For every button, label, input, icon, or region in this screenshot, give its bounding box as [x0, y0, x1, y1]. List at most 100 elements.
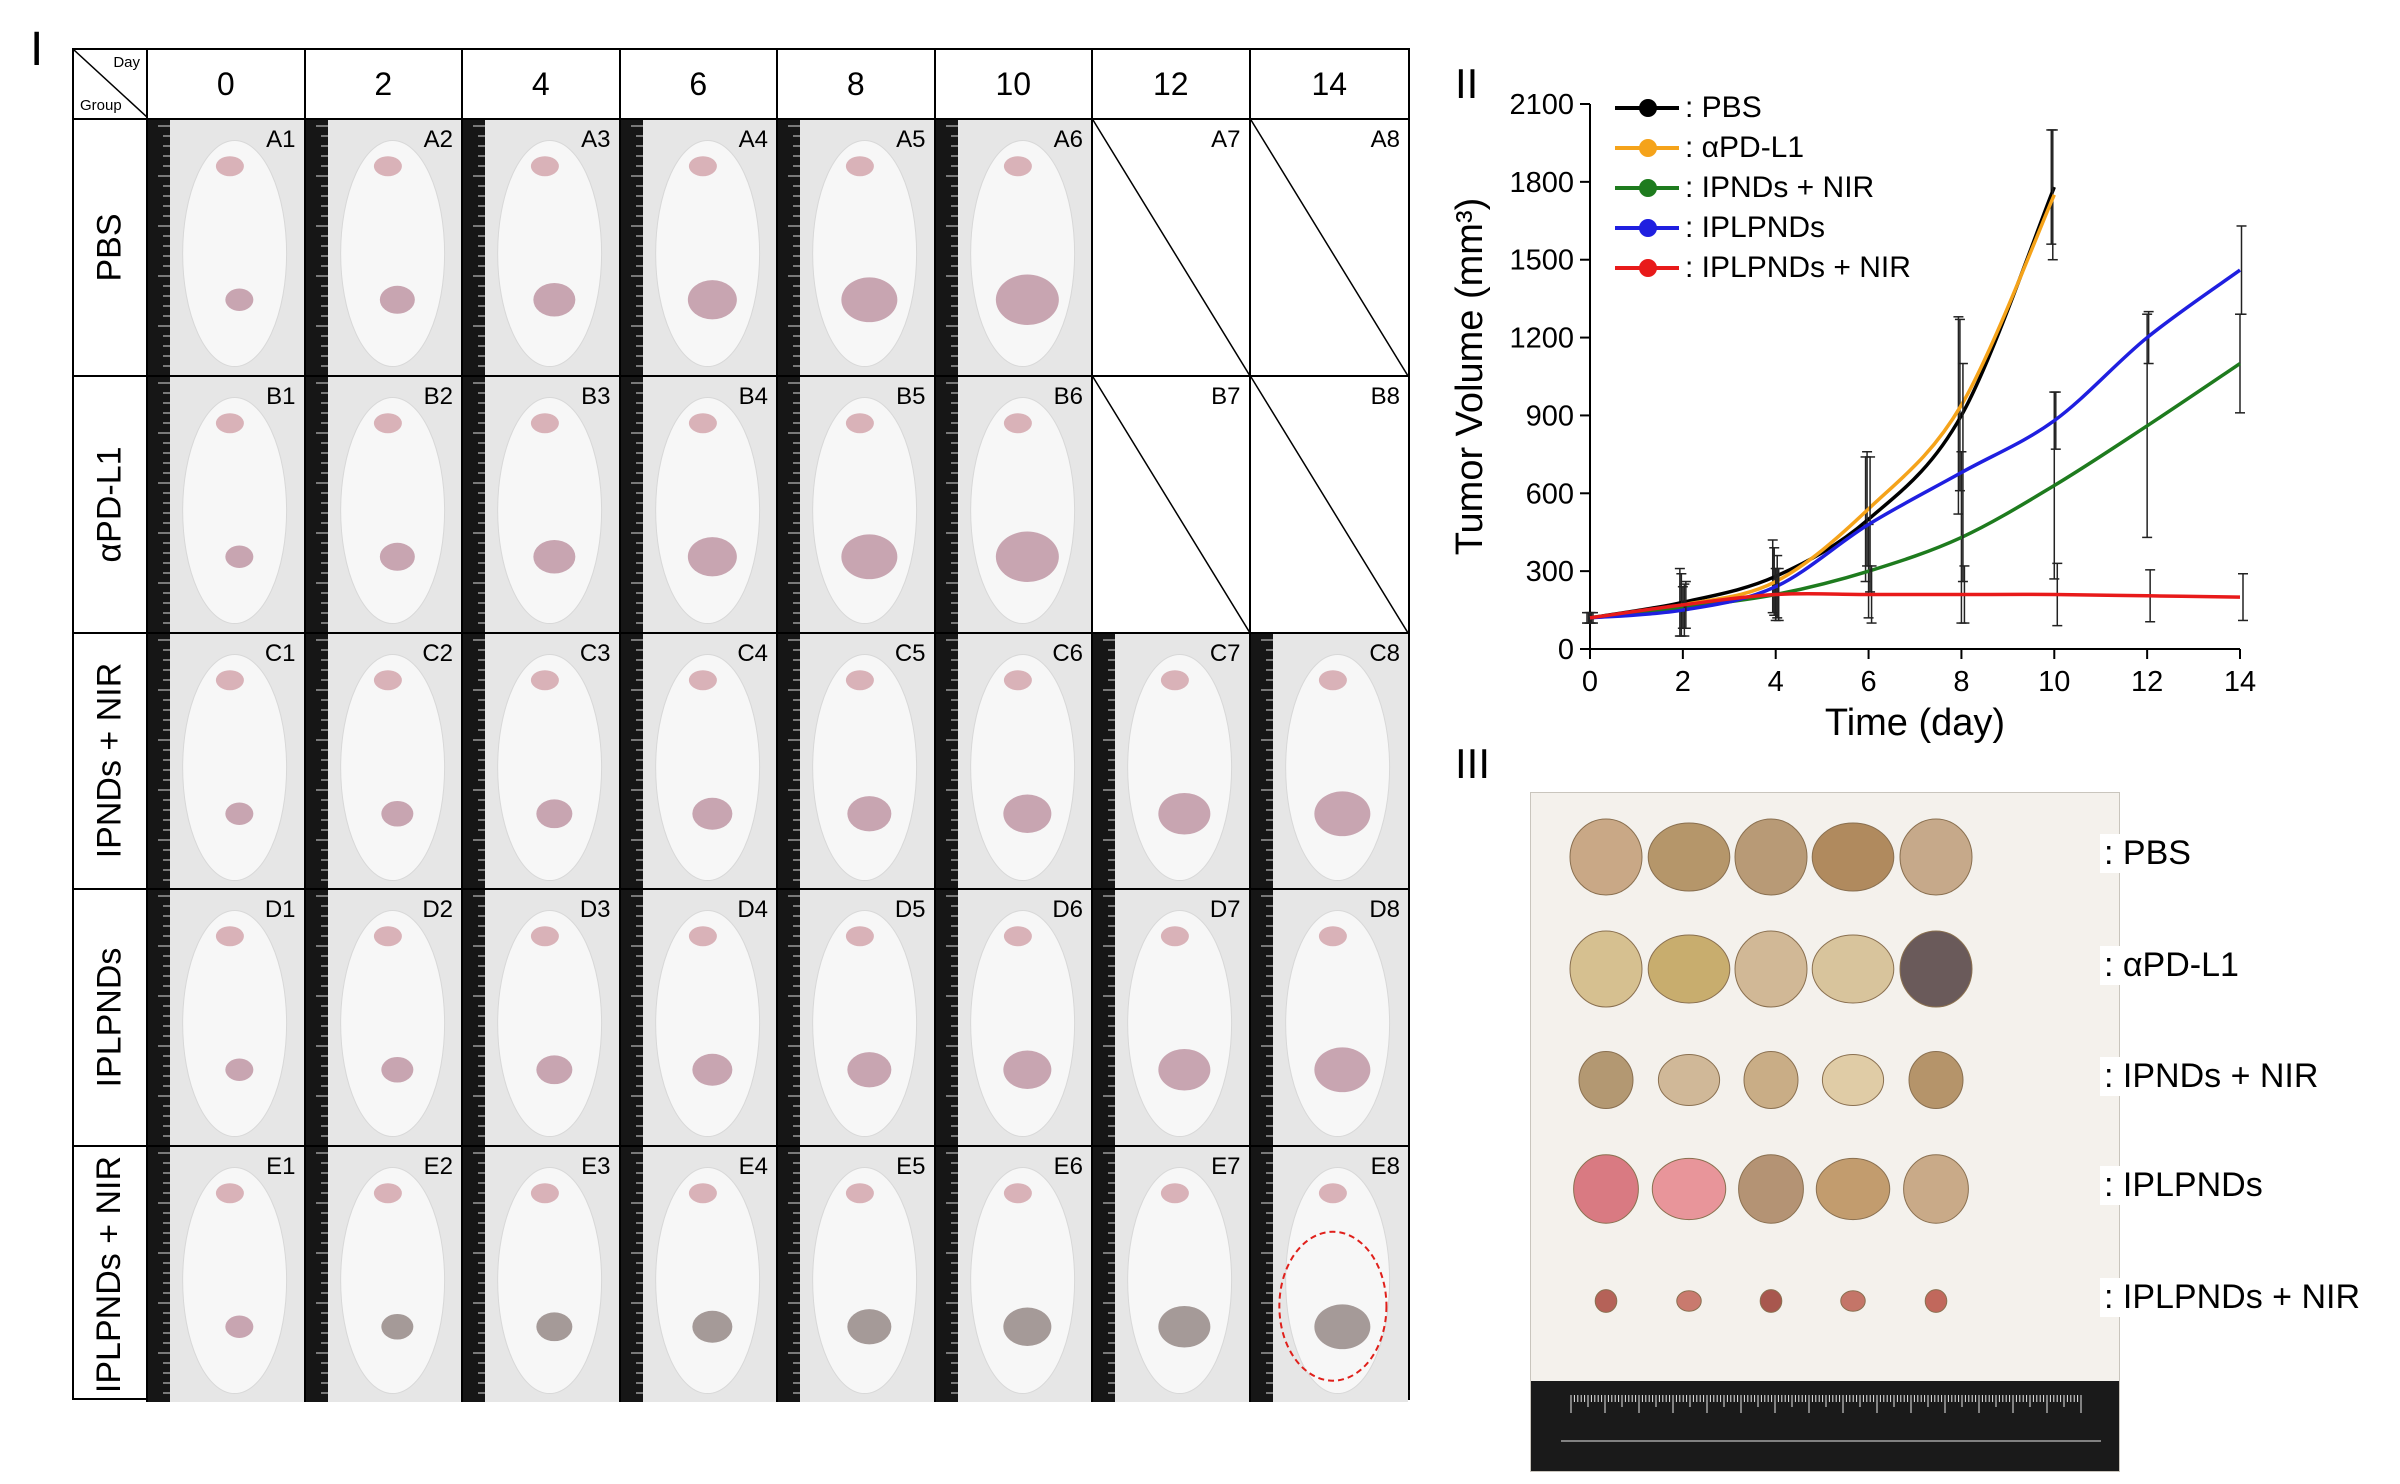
tumor-sample — [1924, 1289, 1948, 1313]
photo-cell-d1: D1 — [148, 888, 306, 1146]
photo-cell-c6: C6 — [935, 631, 1093, 889]
tumor-sample — [1578, 1051, 1634, 1109]
photo-cell-a5: A5 — [778, 118, 936, 375]
cell-id-label: D3 — [579, 896, 611, 924]
tumor-row-label: : PBS — [2100, 834, 2195, 873]
legend-item: : IPLPNDs + NIR — [1615, 248, 1911, 288]
photo-cell-d2: D2 — [305, 888, 463, 1146]
legend-label: : IPNDs + NIR — [1685, 171, 1875, 204]
photo-cell-b1: B1 — [148, 374, 306, 632]
photo-cell-d5: D5 — [778, 888, 936, 1146]
y-tick-label: 0 — [1558, 634, 1574, 666]
cell-id-label: C7 — [1209, 639, 1241, 667]
photo-cell-a8: A8 — [1250, 118, 1408, 375]
photo-cell-b5: B5 — [778, 374, 936, 632]
x-tick-label: 0 — [1582, 666, 1598, 698]
photo-cell-c1: C1 — [148, 631, 306, 889]
y-tick-label: 1500 — [1509, 245, 1574, 277]
cell-id-label: E7 — [1211, 1153, 1241, 1181]
group-label: PBS — [74, 118, 148, 375]
legend-label: : PBS — [1685, 91, 1762, 124]
tumor-sample — [1734, 930, 1808, 1008]
cell-id-label: A5 — [896, 126, 926, 153]
y-tick-label: 900 — [1526, 400, 1574, 432]
cell-id-label: E3 — [581, 1153, 611, 1181]
photo-cell-e5: E5 — [778, 1145, 936, 1402]
corner-group-label: Group — [80, 97, 122, 114]
day-header-6: 6 — [621, 50, 778, 118]
legend-item: : IPNDs + NIR — [1615, 168, 1911, 208]
photo-cell-c3: C3 — [463, 631, 621, 889]
photo-cell-e4: E4 — [620, 1145, 778, 1402]
excised-tumor-photo — [1530, 792, 2120, 1472]
cell-id-label: B3 — [581, 382, 611, 410]
cell-id-label: A6 — [1053, 126, 1083, 153]
chart-axes: 0 300 600 900 1200 1500 1800 2100 0 2 4 6 8 10 12 14 — [1509, 89, 2256, 698]
tumor-sample — [1743, 1051, 1799, 1109]
cell-id-label: D7 — [1209, 896, 1241, 924]
x-tick-label: 2 — [1675, 666, 1691, 698]
photo-cell-a3: A3 — [463, 118, 621, 375]
tumor-sample — [1569, 818, 1643, 896]
series-3 — [1586, 225, 2247, 637]
x-tick-label: 6 — [1861, 666, 1877, 698]
series-line — [1589, 268, 2242, 620]
legend-item: : PBS — [1615, 88, 1911, 128]
cell-id-label: D6 — [1052, 896, 1083, 924]
tumor-row-label: : αPD-L1 — [2100, 946, 2243, 985]
y-tick-label: 1800 — [1509, 167, 1574, 199]
cell-id-label: D5 — [894, 896, 926, 924]
x-tick-label: 4 — [1768, 666, 1784, 698]
legend-label: : IPLPNDs + NIR — [1685, 251, 1911, 284]
cell-id-label: A7 — [1211, 126, 1241, 153]
cell-id-label: E5 — [896, 1153, 926, 1181]
cell-id-label: A8 — [1370, 126, 1400, 153]
group-label: αPD-L1 — [74, 374, 148, 632]
photo-cell-a4: A4 — [620, 118, 778, 375]
grid-corner: Day Group — [74, 50, 148, 118]
tumor-row-label: : IPNDs + NIR — [2100, 1057, 2323, 1096]
tumor-row-label: : IPLPNDs — [2100, 1166, 2267, 1205]
tumor-row-label: : IPLPNDs + NIR — [2100, 1278, 2365, 1317]
cell-id-label: B2 — [423, 382, 453, 410]
tumor-sample — [1903, 1154, 1969, 1224]
legend-label: : αPD-L1 — [1685, 131, 1805, 164]
day-header-12: 12 — [1093, 50, 1251, 118]
panel-label-ii: II — [1455, 60, 1479, 107]
photo-cell-a6: A6 — [935, 118, 1093, 375]
photo-cell-b3: B3 — [463, 374, 621, 632]
cell-id-label: D2 — [422, 896, 453, 924]
cell-id-label: B6 — [1053, 382, 1083, 410]
ruler — [1531, 1381, 2119, 1471]
group-label: IPNDs + NIR — [74, 631, 148, 889]
cell-id-label: D8 — [1369, 896, 1400, 924]
photo-cell-b4: B4 — [620, 374, 778, 632]
photo-cell-a1: A1 — [148, 118, 306, 375]
cell-id-label: E2 — [423, 1153, 453, 1181]
series-line — [1589, 362, 2241, 620]
photo-cell-b7: B7 — [1093, 374, 1251, 632]
cell-id-label: E4 — [738, 1153, 768, 1181]
group-label: IPLPNDs — [74, 888, 148, 1146]
tumor-sample — [1676, 1290, 1702, 1312]
photo-cell-d8: D8 — [1250, 888, 1408, 1146]
tumor-sample — [1647, 822, 1731, 892]
photo-cell-e7: E7 — [1093, 1145, 1251, 1402]
tumor-sample — [1573, 1154, 1639, 1224]
cell-id-label: C1 — [264, 639, 296, 667]
cell-id-label: A1 — [266, 126, 296, 153]
x-axis-label: Time (day) — [1825, 702, 2005, 744]
y-axis-label: Tumor Volume (mm³) — [1449, 198, 1491, 556]
photo-cell-d4: D4 — [620, 888, 778, 1146]
day-header-4: 4 — [463, 50, 621, 118]
series-4 — [1588, 562, 2248, 629]
tumor-sample — [1738, 1154, 1804, 1224]
tumor-sample — [1734, 818, 1808, 896]
photo-cell-b8: B8 — [1250, 374, 1408, 632]
cell-id-label: B5 — [896, 382, 926, 410]
photo-cell-b6: B6 — [935, 374, 1093, 632]
cell-id-label: A2 — [423, 126, 453, 153]
photo-cell-e1: E1 — [148, 1145, 306, 1402]
tumor-sample — [1594, 1289, 1618, 1313]
corner-day-label: Day — [113, 54, 140, 71]
